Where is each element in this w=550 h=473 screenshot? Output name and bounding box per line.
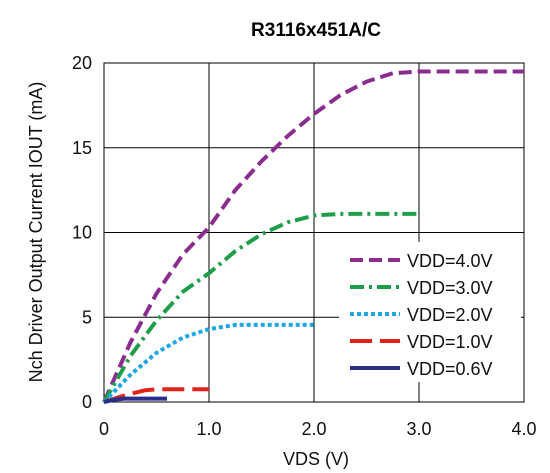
x-tick-label: 3.0 [406, 419, 431, 439]
series-line [102, 322, 314, 404]
legend: VDD=4.0V VDD=3.0V VDD=2.0V VDD=1.0V VDD=0.6V [350, 251, 493, 379]
x-tick-label: 4.0 [511, 419, 536, 439]
chart-title: R3116x451A/C [251, 20, 381, 41]
x-axis-label: VDS (V) [283, 449, 349, 469]
series-lines [102, 69, 524, 404]
y-tick-label: 15 [72, 138, 92, 158]
grid [104, 63, 524, 402]
x-tick-label: 2.0 [301, 419, 326, 439]
legend-label: VDD=4.0V [407, 251, 493, 271]
x-tick-labels: 0 1.0 2.0 3.0 4.0 [99, 419, 537, 439]
series-line [103, 387, 209, 404]
legend-label: VDD=1.0V [407, 332, 493, 352]
y-tick-label: 0 [82, 392, 92, 412]
y-axis-label: Nch Driver Output Current IOUT (mA) [26, 82, 46, 383]
legend-label: VDD=0.6V [407, 359, 493, 379]
x-tick-label: 0 [99, 419, 109, 439]
y-tick-label: 10 [72, 223, 92, 243]
legend-label: VDD=2.0V [407, 305, 493, 325]
legend-label: VDD=3.0V [407, 278, 493, 298]
series-line [102, 211, 419, 403]
x-tick-label: 1.0 [196, 419, 221, 439]
series-line [102, 69, 524, 403]
series-line [103, 396, 167, 404]
y-tick-label: 5 [82, 307, 92, 327]
y-tick-label: 20 [72, 53, 92, 73]
legend-box [339, 242, 521, 382]
y-tick-labels: 0 5 10 15 20 [72, 53, 92, 412]
